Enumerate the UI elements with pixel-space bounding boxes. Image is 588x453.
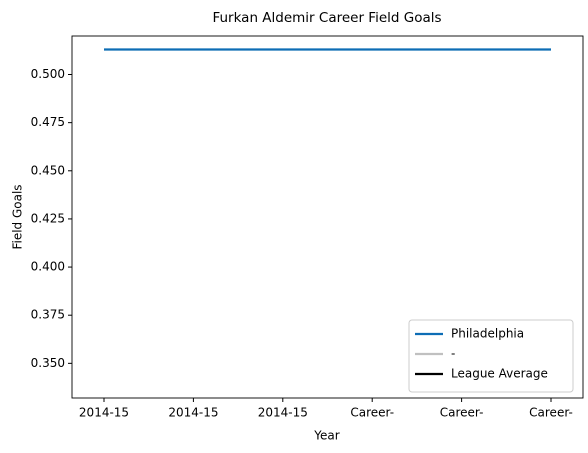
legend-label: League Average <box>451 367 548 381</box>
y-tick-label: 0.500 <box>31 67 65 81</box>
x-tick-label: Career- <box>529 406 573 420</box>
chart-title: Furkan Aldemir Career Field Goals <box>212 10 441 26</box>
y-axis-label: Field Goals <box>11 184 25 249</box>
y-tick-label: 0.425 <box>31 211 65 225</box>
x-tick-label: 2014-15 <box>79 406 129 420</box>
y-tick-label: 0.350 <box>31 356 65 370</box>
x-tick-label: 2014-15 <box>258 406 308 420</box>
x-tick-label: 2014-15 <box>168 406 218 420</box>
y-tick-label: 0.375 <box>31 308 65 322</box>
x-axis-label: Year <box>313 429 339 443</box>
x-tick-label: Career- <box>440 406 484 420</box>
legend-label: Philadelphia <box>451 327 524 341</box>
plot-frame <box>71 35 584 399</box>
x-tick-label: Career- <box>350 406 394 420</box>
legend-label: - <box>451 347 455 361</box>
legend-box <box>408 319 574 393</box>
y-tick-label: 0.450 <box>31 163 65 177</box>
y-tick-label: 0.400 <box>31 260 65 274</box>
y-tick-label: 0.475 <box>31 115 65 129</box>
